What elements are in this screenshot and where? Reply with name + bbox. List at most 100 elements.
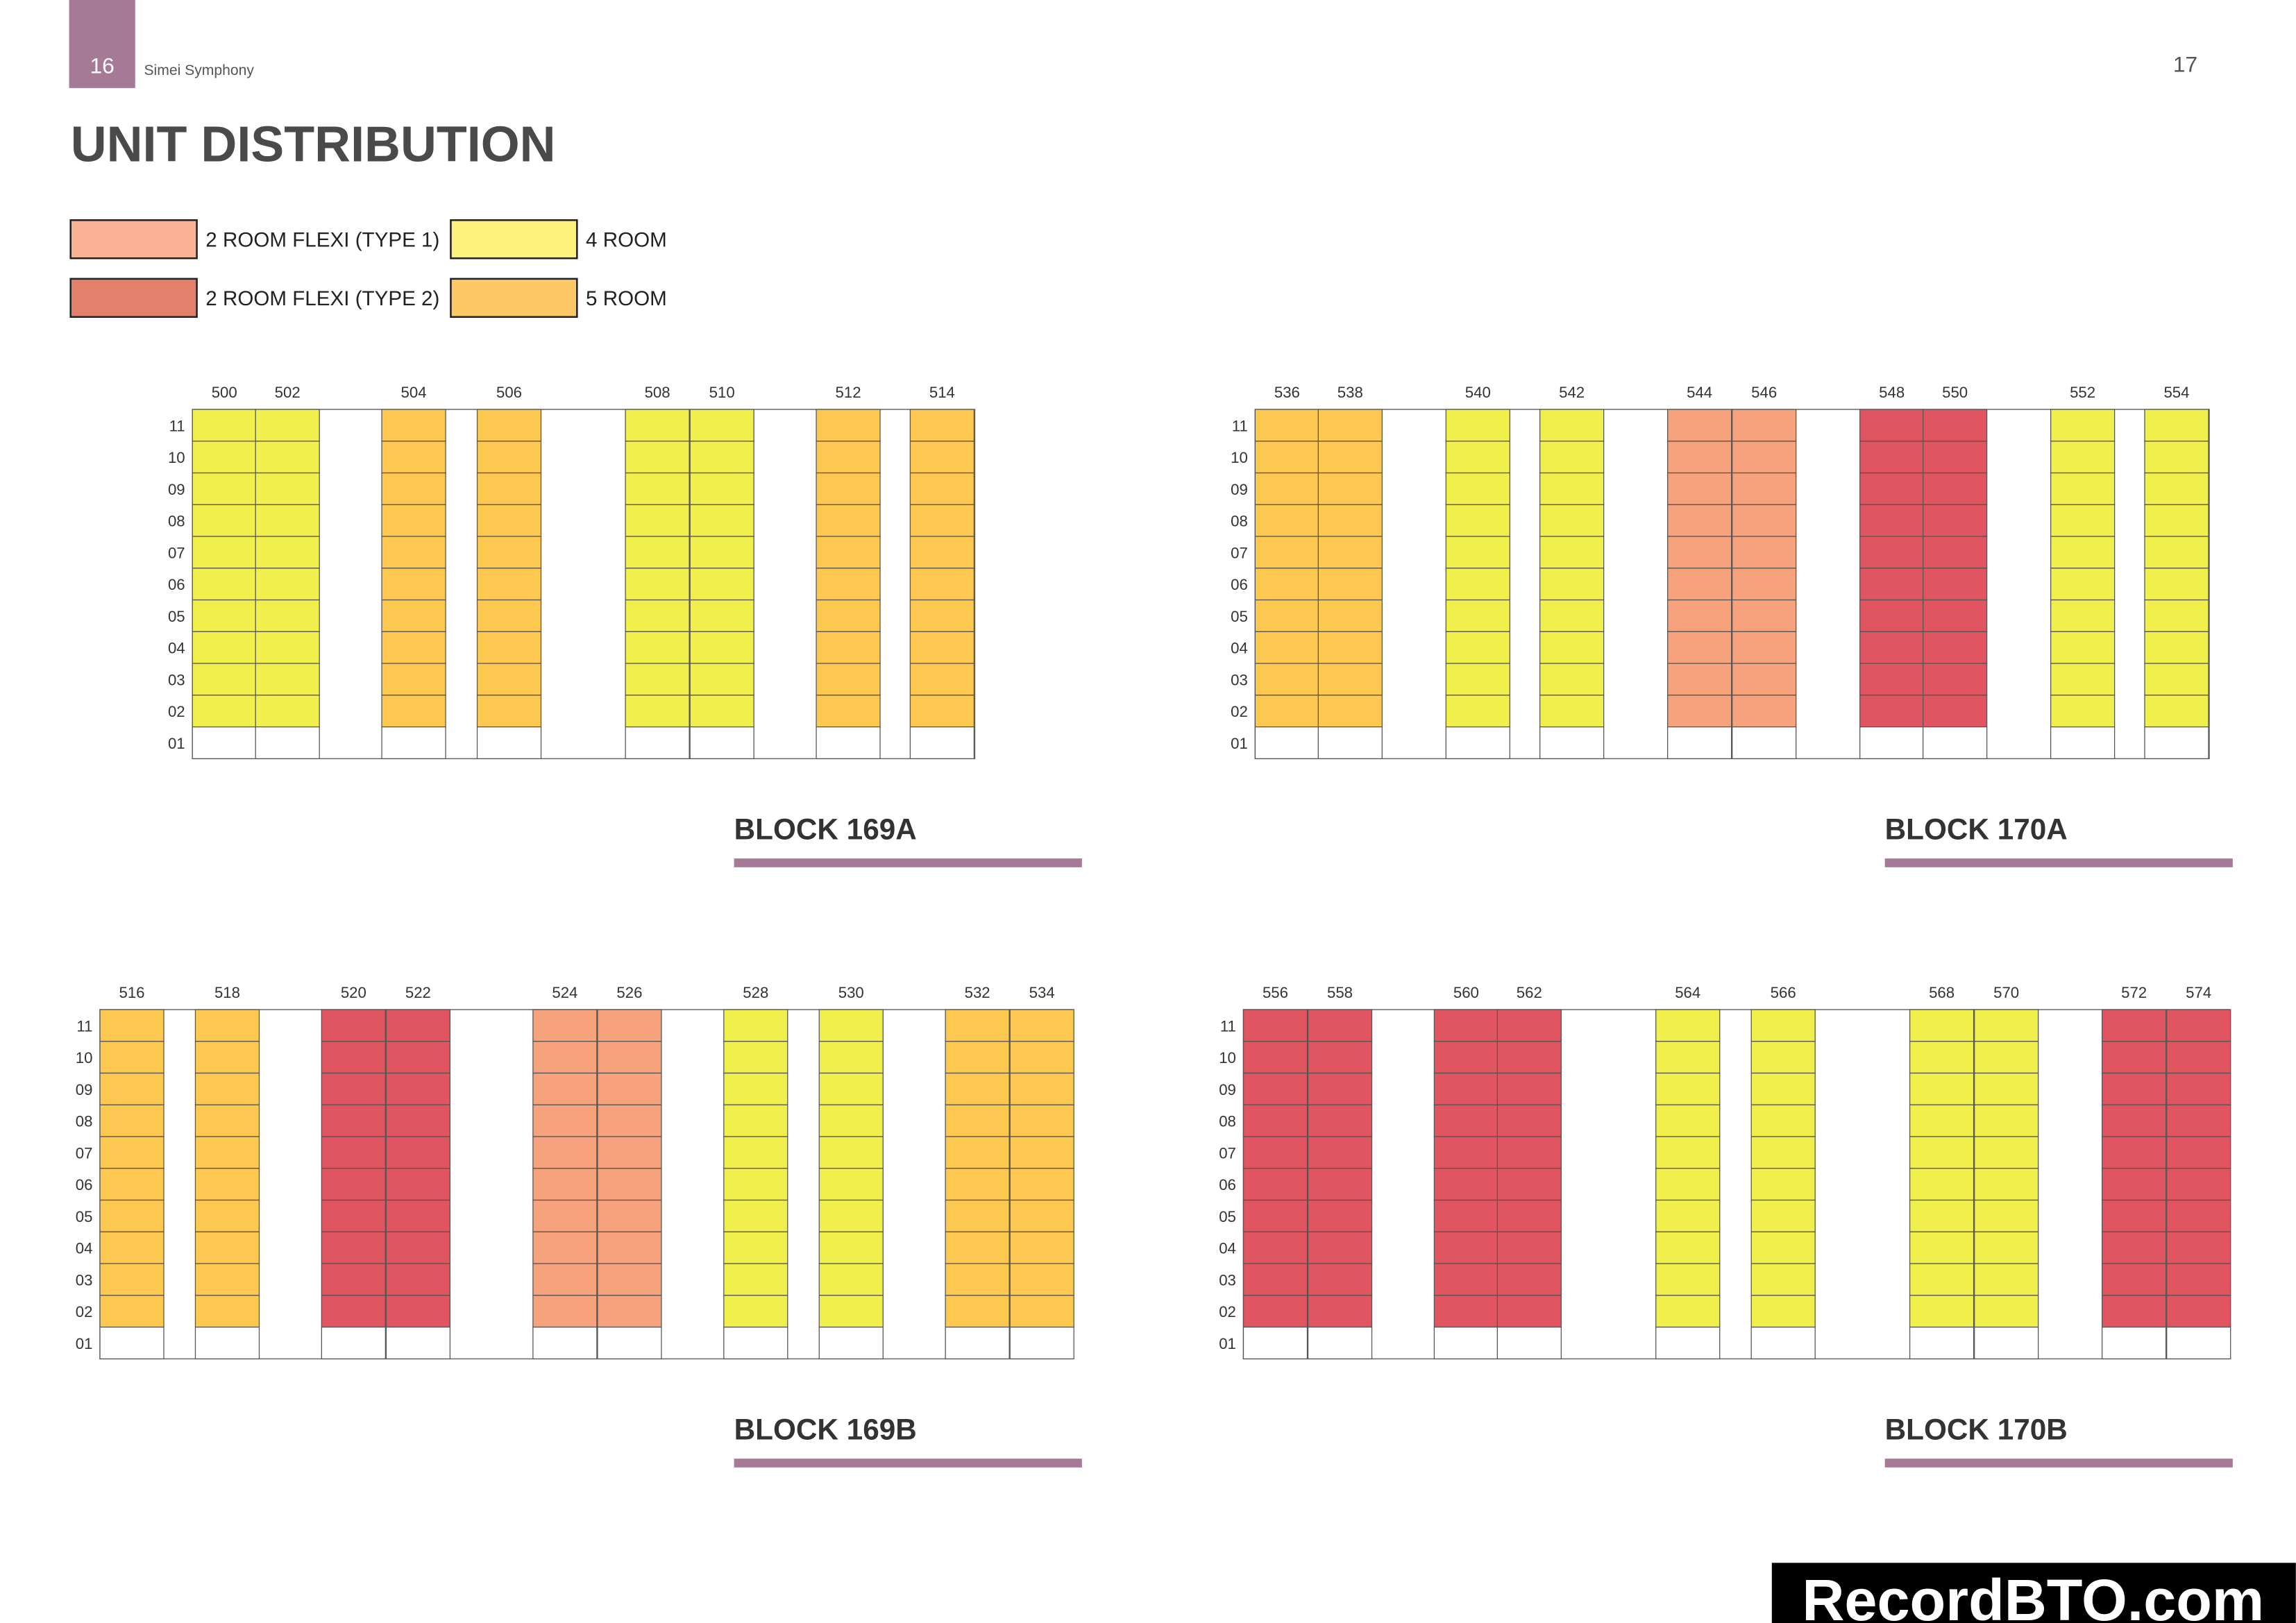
unit-cell xyxy=(321,1104,386,1137)
unit-cell xyxy=(2144,726,2209,760)
unit-cell xyxy=(1242,1168,1308,1201)
unit-cell xyxy=(194,1009,260,1042)
unit-cell xyxy=(625,663,690,696)
unit-label: 522 xyxy=(405,984,431,1001)
unit-cell xyxy=(194,1104,260,1137)
unit-cell xyxy=(1750,1041,1816,1074)
unit-cell xyxy=(1732,726,1797,760)
unit-cell xyxy=(194,1041,260,1074)
floor-label: 10 xyxy=(76,1049,93,1067)
unit-cell xyxy=(2166,1326,2231,1359)
unit-cell xyxy=(625,409,690,442)
block-name: BLOCK 170B xyxy=(1885,1413,2068,1446)
unit-cell xyxy=(2050,663,2116,696)
unit-cell xyxy=(1496,1168,1562,1201)
unit-cell xyxy=(2144,695,2209,728)
unit-cell xyxy=(1009,1168,1074,1201)
unit-cell xyxy=(2050,472,2116,505)
unit-label: 544 xyxy=(1687,384,1712,401)
unit-label: 514 xyxy=(929,384,955,401)
unit-cell xyxy=(945,1326,1010,1359)
floor-label: 03 xyxy=(168,671,185,688)
unit-label: 516 xyxy=(119,984,144,1001)
unit-cell xyxy=(945,1295,1010,1328)
unit-cell xyxy=(1909,1295,1975,1328)
unit-cell xyxy=(625,504,690,537)
unit-label: 568 xyxy=(1929,984,1955,1001)
unit-cell xyxy=(1909,1072,1975,1105)
unit-cell xyxy=(2102,1104,2167,1137)
unit-cell xyxy=(816,472,881,505)
unit-cell xyxy=(2166,1295,2231,1328)
unit-cell xyxy=(1009,1104,1074,1137)
unit-cell xyxy=(909,663,975,696)
floor-label: 02 xyxy=(76,1303,93,1320)
unit-cell xyxy=(1909,1136,1975,1169)
legend-label: 2 ROOM FLEXI (TYPE 2) xyxy=(205,287,439,310)
unit-cell xyxy=(1667,726,1732,760)
unit-cell xyxy=(1750,1326,1816,1359)
unit-cell xyxy=(1922,568,1988,601)
unit-cell xyxy=(2102,1009,2167,1042)
unit-cell xyxy=(909,568,975,601)
unit-cell xyxy=(1317,409,1383,442)
unit-cell xyxy=(1732,568,1797,601)
unit-cell xyxy=(909,695,975,728)
unit-cell xyxy=(255,472,320,505)
unit-label: 504 xyxy=(401,384,427,401)
unit-cell xyxy=(99,1041,164,1074)
unit-cell xyxy=(1859,695,1925,728)
floor-label: 03 xyxy=(1219,1271,1236,1289)
unit-cell xyxy=(1922,536,1988,569)
unit-label: 574 xyxy=(2186,984,2211,1001)
unit-cell xyxy=(816,536,881,569)
unit-cell xyxy=(909,472,975,505)
unit-cell xyxy=(385,1263,451,1296)
floor-label: 02 xyxy=(168,703,185,720)
unit-cell xyxy=(909,536,975,569)
unit-cell xyxy=(1433,1009,1499,1042)
unit-cell xyxy=(1254,409,1320,442)
unit-cell xyxy=(597,1136,662,1169)
legend-label: 2 ROOM FLEXI (TYPE 1) xyxy=(205,228,439,251)
unit-label: 548 xyxy=(1879,384,1905,401)
unit-cell xyxy=(2102,1295,2167,1328)
unit-cell xyxy=(1974,1199,2039,1232)
unit-cell xyxy=(1445,441,1510,474)
unit-cell xyxy=(1445,631,1510,664)
watermark-box xyxy=(1771,1563,2296,1623)
unit-cell xyxy=(1922,472,1988,505)
unit-cell xyxy=(381,599,446,632)
unit-cell xyxy=(1750,1231,1816,1264)
unit-cell xyxy=(381,536,446,569)
unit-cell xyxy=(2144,631,2209,664)
unit-cell xyxy=(2166,1041,2231,1074)
unit-cell xyxy=(2166,1263,2231,1296)
unit-cell xyxy=(1433,1326,1499,1359)
unit-cell xyxy=(99,1136,164,1169)
unit-cell xyxy=(1496,1104,1562,1137)
unit-cell xyxy=(1445,695,1510,728)
unit-cell xyxy=(689,695,754,728)
unit-cell xyxy=(1433,1041,1499,1074)
unit-cell xyxy=(532,1072,598,1105)
unit-cell xyxy=(689,409,754,442)
unit-cell xyxy=(816,599,881,632)
unit-cell xyxy=(532,1009,598,1042)
unit-cell xyxy=(2050,504,2116,537)
unit-cell xyxy=(1445,504,1510,537)
unit-cell xyxy=(1009,1136,1074,1169)
block-underline xyxy=(734,1459,1082,1468)
unit-cell xyxy=(1655,1295,1721,1328)
floor-label: 05 xyxy=(1231,608,1248,625)
unit-cell xyxy=(2166,1104,2231,1137)
block-frame xyxy=(1242,1009,2231,1360)
unit-cell xyxy=(381,472,446,505)
unit-cell xyxy=(1922,726,1988,760)
unit-label: 512 xyxy=(836,384,861,401)
unit-cell xyxy=(1667,504,1732,537)
unit-cell xyxy=(1496,1231,1562,1264)
title: UNIT DISTRIBUTION xyxy=(71,117,556,173)
floor-label: 11 xyxy=(1220,1017,1236,1035)
